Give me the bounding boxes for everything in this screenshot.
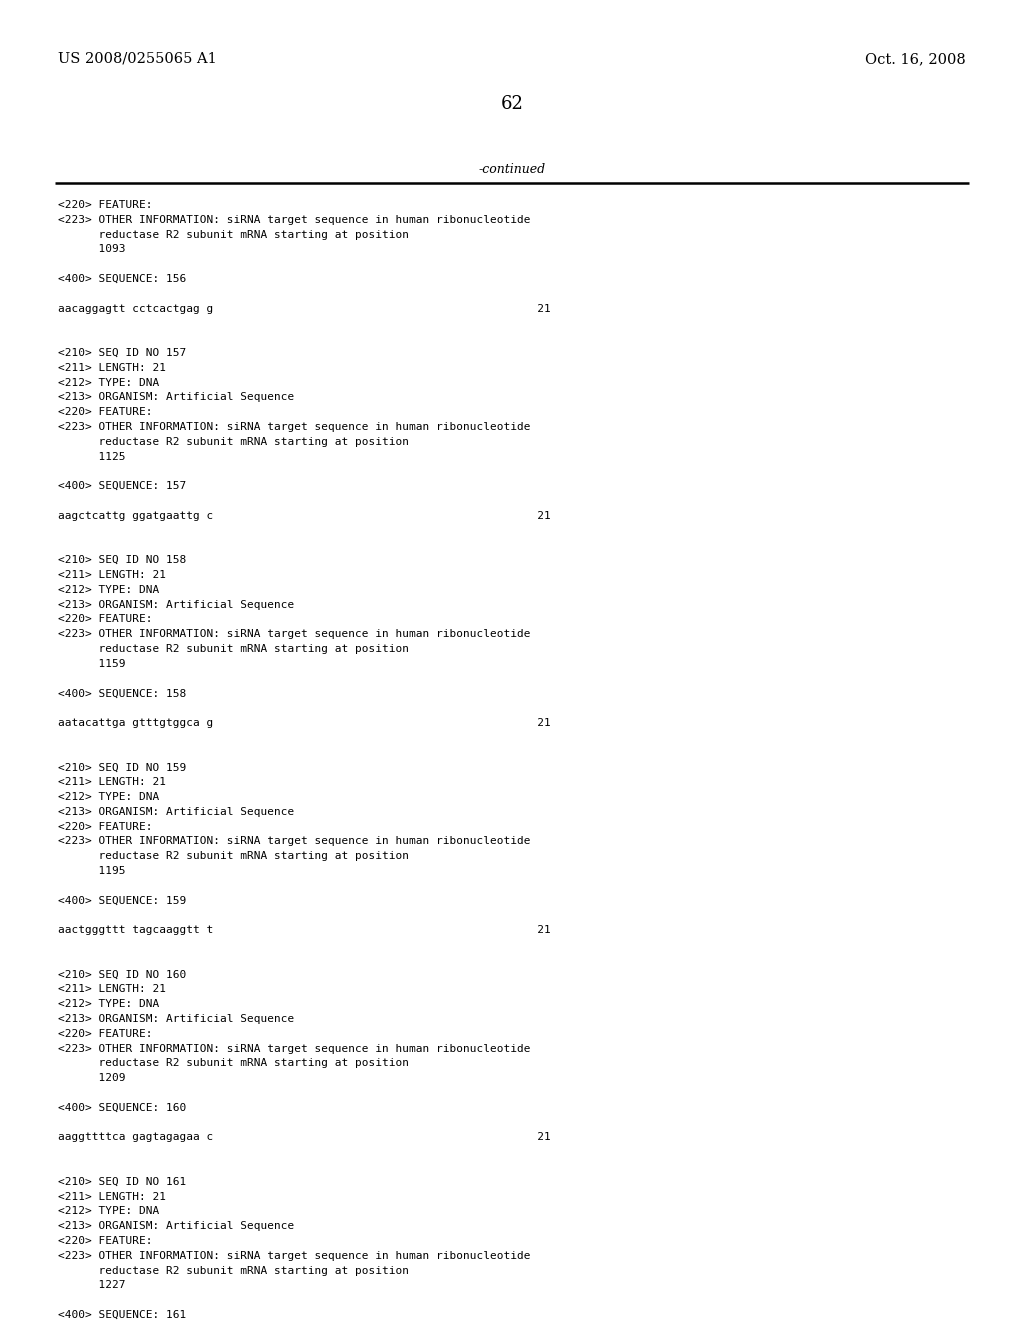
Text: <211> LENGTH: 21: <211> LENGTH: 21 — [58, 363, 166, 372]
Text: <210> SEQ ID NO 160: <210> SEQ ID NO 160 — [58, 970, 186, 979]
Text: <213> ORGANISM: Artificial Sequence: <213> ORGANISM: Artificial Sequence — [58, 599, 294, 610]
Text: <400> SEQUENCE: 161: <400> SEQUENCE: 161 — [58, 1309, 186, 1320]
Text: <400> SEQUENCE: 156: <400> SEQUENCE: 156 — [58, 275, 186, 284]
Text: <220> FEATURE:: <220> FEATURE: — [58, 1028, 153, 1039]
Text: <223> OTHER INFORMATION: siRNA target sequence in human ribonucleotide: <223> OTHER INFORMATION: siRNA target se… — [58, 837, 530, 846]
Text: <223> OTHER INFORMATION: siRNA target sequence in human ribonucleotide: <223> OTHER INFORMATION: siRNA target se… — [58, 630, 530, 639]
Text: 1227: 1227 — [58, 1280, 126, 1291]
Text: aacaggagtt cctcactgag g                                                21: aacaggagtt cctcactgag g 21 — [58, 304, 551, 314]
Text: <212> TYPE: DNA: <212> TYPE: DNA — [58, 378, 160, 388]
Text: reductase R2 subunit mRNA starting at position: reductase R2 subunit mRNA starting at po… — [58, 851, 409, 861]
Text: <223> OTHER INFORMATION: siRNA target sequence in human ribonucleotide: <223> OTHER INFORMATION: siRNA target se… — [58, 215, 530, 224]
Text: <220> FEATURE:: <220> FEATURE: — [58, 821, 153, 832]
Text: 1195: 1195 — [58, 866, 126, 876]
Text: reductase R2 subunit mRNA starting at position: reductase R2 subunit mRNA starting at po… — [58, 1059, 409, 1068]
Text: <223> OTHER INFORMATION: siRNA target sequence in human ribonucleotide: <223> OTHER INFORMATION: siRNA target se… — [58, 422, 530, 432]
Text: <211> LENGTH: 21: <211> LENGTH: 21 — [58, 777, 166, 787]
Text: <210> SEQ ID NO 159: <210> SEQ ID NO 159 — [58, 763, 186, 772]
Text: 1159: 1159 — [58, 659, 126, 669]
Text: <212> TYPE: DNA: <212> TYPE: DNA — [58, 999, 160, 1010]
Text: <223> OTHER INFORMATION: siRNA target sequence in human ribonucleotide: <223> OTHER INFORMATION: siRNA target se… — [58, 1044, 530, 1053]
Text: <211> LENGTH: 21: <211> LENGTH: 21 — [58, 570, 166, 579]
Text: aactgggttt tagcaaggtt t                                                21: aactgggttt tagcaaggtt t 21 — [58, 925, 551, 935]
Text: 62: 62 — [501, 95, 523, 114]
Text: <220> FEATURE:: <220> FEATURE: — [58, 1236, 153, 1246]
Text: US 2008/0255065 A1: US 2008/0255065 A1 — [58, 51, 217, 66]
Text: <210> SEQ ID NO 161: <210> SEQ ID NO 161 — [58, 1177, 186, 1187]
Text: <211> LENGTH: 21: <211> LENGTH: 21 — [58, 985, 166, 994]
Text: <220> FEATURE:: <220> FEATURE: — [58, 407, 153, 417]
Text: <220> FEATURE:: <220> FEATURE: — [58, 201, 153, 210]
Text: <220> FEATURE:: <220> FEATURE: — [58, 614, 153, 624]
Text: aatacattga gtttgtggca g                                                21: aatacattga gtttgtggca g 21 — [58, 718, 551, 729]
Text: Oct. 16, 2008: Oct. 16, 2008 — [865, 51, 966, 66]
Text: <400> SEQUENCE: 160: <400> SEQUENCE: 160 — [58, 1102, 186, 1113]
Text: <400> SEQUENCE: 158: <400> SEQUENCE: 158 — [58, 689, 186, 698]
Text: reductase R2 subunit mRNA starting at position: reductase R2 subunit mRNA starting at po… — [58, 644, 409, 653]
Text: <210> SEQ ID NO 157: <210> SEQ ID NO 157 — [58, 348, 186, 358]
Text: -continued: -continued — [478, 162, 546, 176]
Text: aagctcattg ggatgaattg c                                                21: aagctcattg ggatgaattg c 21 — [58, 511, 551, 521]
Text: <212> TYPE: DNA: <212> TYPE: DNA — [58, 1206, 160, 1217]
Text: <213> ORGANISM: Artificial Sequence: <213> ORGANISM: Artificial Sequence — [58, 807, 294, 817]
Text: <212> TYPE: DNA: <212> TYPE: DNA — [58, 792, 160, 803]
Text: <213> ORGANISM: Artificial Sequence: <213> ORGANISM: Artificial Sequence — [58, 1014, 294, 1024]
Text: reductase R2 subunit mRNA starting at position: reductase R2 subunit mRNA starting at po… — [58, 1266, 409, 1275]
Text: 1209: 1209 — [58, 1073, 126, 1084]
Text: <213> ORGANISM: Artificial Sequence: <213> ORGANISM: Artificial Sequence — [58, 392, 294, 403]
Text: 1125: 1125 — [58, 451, 126, 462]
Text: reductase R2 subunit mRNA starting at position: reductase R2 subunit mRNA starting at po… — [58, 437, 409, 446]
Text: <223> OTHER INFORMATION: siRNA target sequence in human ribonucleotide: <223> OTHER INFORMATION: siRNA target se… — [58, 1251, 530, 1261]
Text: <212> TYPE: DNA: <212> TYPE: DNA — [58, 585, 160, 595]
Text: <400> SEQUENCE: 157: <400> SEQUENCE: 157 — [58, 482, 186, 491]
Text: aaggttttca gagtagagaa c                                                21: aaggttttca gagtagagaa c 21 — [58, 1133, 551, 1142]
Text: reductase R2 subunit mRNA starting at position: reductase R2 subunit mRNA starting at po… — [58, 230, 409, 240]
Text: <210> SEQ ID NO 158: <210> SEQ ID NO 158 — [58, 556, 186, 565]
Text: <211> LENGTH: 21: <211> LENGTH: 21 — [58, 1192, 166, 1201]
Text: <213> ORGANISM: Artificial Sequence: <213> ORGANISM: Artificial Sequence — [58, 1221, 294, 1232]
Text: <400> SEQUENCE: 159: <400> SEQUENCE: 159 — [58, 895, 186, 906]
Text: 1093: 1093 — [58, 244, 126, 255]
